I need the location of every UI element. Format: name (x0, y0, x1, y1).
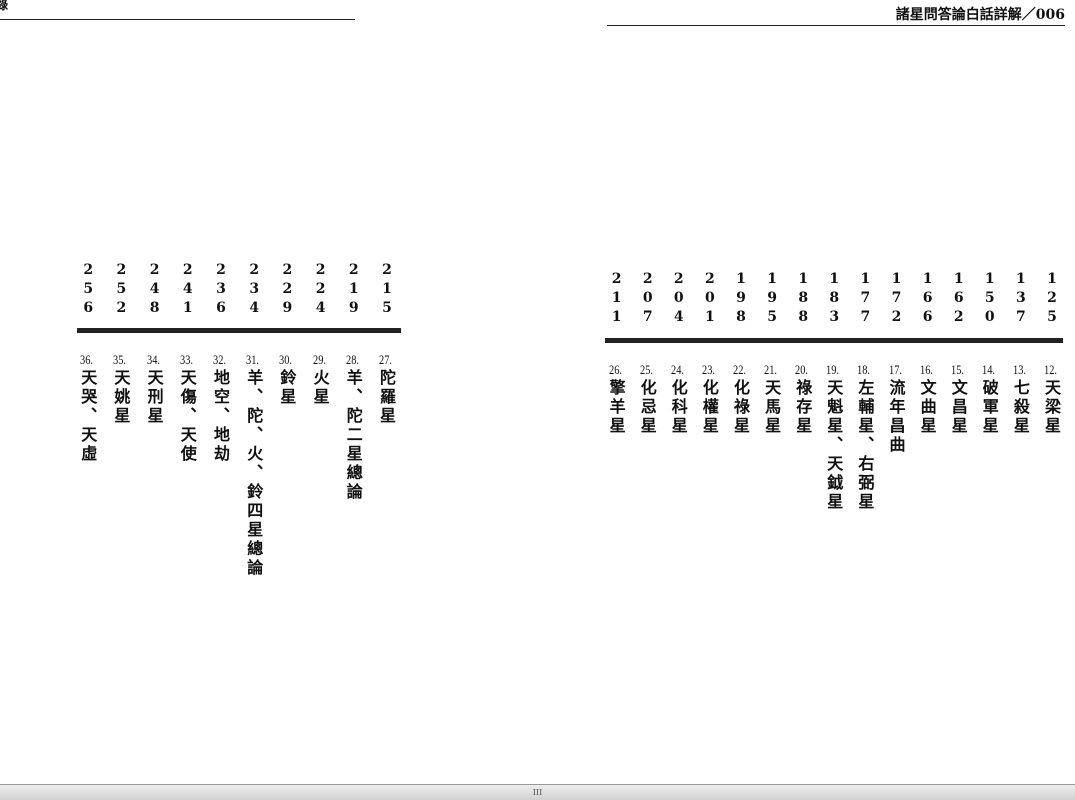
entry-title: 文昌星 (948, 379, 968, 436)
page-number: 224 (312, 262, 329, 319)
entry-title: 火星 (310, 369, 330, 407)
page-number: 236 (213, 262, 229, 319)
entry-title: 天姚星 (111, 369, 131, 426)
entry-number: 14. (981, 362, 995, 377)
page-number: 211 (608, 271, 625, 328)
page-number: 256 (80, 262, 97, 319)
page-number: 195 (764, 271, 781, 328)
entry-number: 31. (246, 352, 260, 367)
header-right: 諸星問答論白話詳解／006 (895, 7, 1065, 23)
entry-title: 天傷、天使 (177, 369, 197, 464)
entry-title: 化祿星 (731, 379, 750, 436)
page-number: 172 (888, 271, 905, 328)
entry-number: 13. (1012, 362, 1026, 377)
entry-number: 12. (1044, 362, 1057, 377)
entry-title: 天哭、天虛 (78, 369, 98, 464)
entry-title: 陀羅星 (377, 369, 396, 426)
entry-number: 24. (670, 362, 684, 377)
page-number: 204 (670, 271, 687, 328)
entry-number: 20. (795, 362, 809, 377)
header-rule (607, 25, 1065, 26)
entry-number: 22. (733, 362, 746, 377)
entry-title: 羊、陀、火、鈴四星總論 (244, 369, 264, 578)
entry-title: 七殺星 (1010, 379, 1030, 436)
entry-number: 29. (312, 352, 326, 367)
entry-number: 33. (179, 352, 193, 367)
page-number: 125 (1044, 271, 1060, 328)
entry-number: 28. (345, 352, 359, 367)
entry-number: 18. (857, 362, 871, 377)
entry-number: 35. (113, 352, 127, 367)
entry-title: 羊、陀二星總論 (343, 369, 363, 502)
entry-number: 16. (919, 362, 933, 377)
page-number: 177 (857, 271, 874, 328)
entry-title: 天梁星 (1042, 379, 1061, 436)
page-number: 162 (950, 271, 967, 328)
toc-rule (605, 338, 1063, 343)
entry-number: 32. (213, 352, 226, 367)
page-number: 234 (246, 262, 263, 319)
page-number: 166 (919, 271, 936, 328)
entry-number: 25. (639, 362, 653, 377)
entry-title: 天馬星 (762, 379, 782, 436)
scrollbar[interactable]: III (0, 784, 1075, 800)
entry-number: 15. (950, 362, 964, 377)
page-number: 201 (701, 271, 718, 328)
entry-title: 文曲星 (917, 379, 937, 436)
entry-number: 34. (146, 352, 160, 367)
entry-number: 23. (701, 362, 715, 377)
page-number: 241 (179, 262, 196, 319)
entry-title: 地空、地劫 (211, 369, 230, 464)
page-number: 215 (379, 262, 395, 319)
entry-title: 化科星 (668, 379, 688, 436)
entry-number: 21. (764, 362, 778, 377)
page-number: 207 (639, 271, 656, 328)
page-number: 248 (146, 262, 163, 319)
entry-title: 破軍星 (979, 379, 999, 436)
entry-title: 化權星 (699, 379, 719, 436)
entry-number: 30. (279, 352, 293, 367)
entry-number: 27. (379, 352, 392, 367)
page-number: 150 (981, 271, 998, 328)
header-rule (0, 19, 355, 20)
page-number: 183 (826, 271, 843, 328)
page-number: 252 (113, 262, 130, 319)
entry-title: 擎羊星 (606, 379, 626, 436)
entry-number: 26. (608, 362, 622, 377)
toc-rule (77, 328, 401, 333)
entry-title: 化忌星 (637, 379, 657, 436)
page-number: 219 (345, 262, 362, 319)
page-number: 198 (733, 271, 749, 328)
entry-title: 祿存星 (793, 379, 813, 436)
header-left: 錄 (0, 0, 9, 12)
entry-title: 天刑星 (144, 369, 164, 426)
page-number: 137 (1012, 271, 1029, 328)
entry-title: 鈴星 (277, 369, 297, 407)
entry-number: 17. (888, 362, 902, 377)
page-number: 188 (795, 271, 812, 328)
entry-number: 19. (826, 362, 840, 377)
page-number: 229 (279, 262, 296, 319)
entry-number: 36. (80, 352, 94, 367)
entry-title: 流年昌曲 (886, 379, 906, 455)
entry-title: 天魁星、天鉞星 (824, 379, 844, 512)
entry-title: 左輔星、右弼星 (855, 379, 875, 512)
